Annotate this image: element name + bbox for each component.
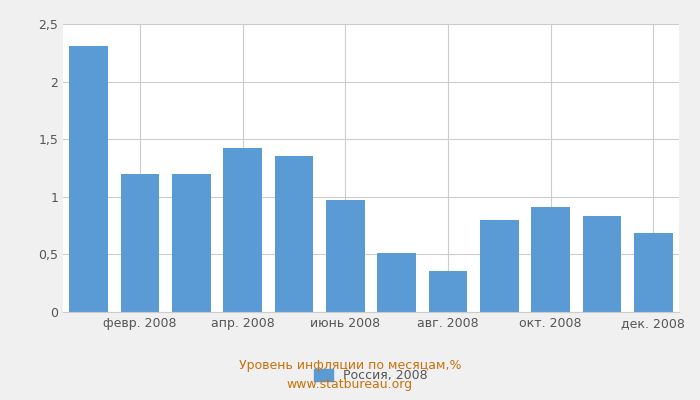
Text: Уровень инфляции по месяцам,%: Уровень инфляции по месяцам,%	[239, 360, 461, 372]
Bar	[172, 174, 211, 312]
Bar	[120, 174, 160, 312]
Bar	[223, 148, 262, 312]
Bar	[634, 232, 673, 312]
Bar	[326, 200, 365, 312]
Bar	[480, 220, 519, 312]
Legend: Россия, 2008: Россия, 2008	[309, 364, 433, 387]
Text: www.statbureau.org: www.statbureau.org	[287, 378, 413, 391]
Bar	[531, 207, 570, 312]
Bar	[69, 46, 108, 312]
Bar	[377, 253, 416, 312]
Bar	[582, 216, 622, 312]
Bar	[274, 156, 314, 312]
Bar	[428, 270, 468, 312]
